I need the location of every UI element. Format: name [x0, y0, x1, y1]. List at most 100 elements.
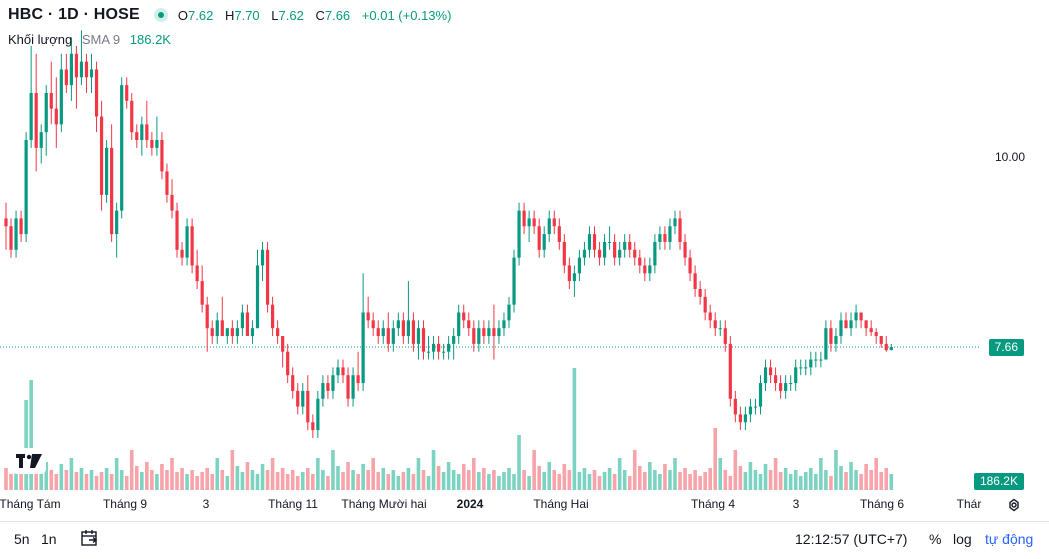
time-axis-label: Tháng Mười hai	[341, 497, 427, 511]
candle-body	[773, 375, 778, 384]
candle-body	[260, 249, 265, 266]
volume-bar	[235, 466, 240, 490]
volume-bar	[351, 470, 355, 490]
candle	[145, 100, 149, 148]
volume-bar	[597, 476, 602, 490]
volume-bar	[683, 468, 687, 490]
candle	[110, 124, 114, 242]
candle	[597, 241, 602, 266]
volume-bar	[869, 470, 873, 490]
volume-bar	[275, 472, 280, 490]
candle	[250, 320, 255, 344]
candle-body	[557, 226, 561, 242]
volume-bar	[844, 472, 848, 490]
candle-body	[160, 140, 164, 172]
candle-body	[884, 343, 888, 351]
candle	[673, 210, 677, 235]
volume-bar	[104, 468, 109, 490]
candle	[316, 390, 320, 438]
time-axis-label: 2024	[456, 497, 484, 511]
last-volume-tag: 186.2K	[973, 473, 1024, 490]
volume-bar	[713, 428, 718, 490]
candle	[270, 296, 275, 337]
candle-body	[758, 383, 763, 407]
candle	[693, 265, 697, 297]
candle	[477, 320, 481, 352]
candle-body	[296, 390, 300, 407]
volume-bar	[803, 472, 808, 490]
candle	[688, 249, 692, 282]
clock-timezone[interactable]: 12:12:57 (UTC+7)	[795, 531, 908, 547]
candle-body	[507, 304, 511, 321]
candle	[245, 304, 250, 337]
volume-bar	[9, 474, 13, 490]
open-label: O	[177, 7, 189, 23]
tradingview-logo-icon[interactable]	[12, 448, 46, 474]
candle	[49, 61, 53, 125]
time-axis-label: Tháng Tám	[0, 497, 61, 511]
candle	[884, 336, 888, 352]
candle	[748, 398, 753, 423]
range-5d-button[interactable]: 5n	[14, 531, 30, 547]
candle	[54, 77, 58, 148]
candle-body	[743, 414, 748, 423]
candle	[240, 304, 245, 337]
candle	[205, 296, 209, 352]
goto-date-icon[interactable]	[80, 528, 100, 548]
volume-bar	[391, 470, 396, 490]
candle	[532, 210, 536, 235]
volume-bar	[225, 476, 230, 490]
volume-bar	[487, 474, 491, 490]
candle	[869, 320, 873, 337]
candle-body	[748, 406, 753, 415]
volume-bar	[44, 462, 49, 490]
candle-body	[4, 218, 8, 227]
volume-bar	[170, 458, 174, 490]
candle	[723, 320, 727, 352]
volume-bar	[416, 458, 421, 490]
candle	[64, 53, 68, 93]
volume-bar	[557, 474, 562, 490]
candle	[321, 375, 325, 407]
candle-body	[829, 328, 833, 344]
volume-bar	[627, 476, 632, 490]
volume-bar	[230, 450, 235, 490]
volume-bar	[824, 470, 828, 490]
candle-body	[331, 375, 335, 391]
candle	[462, 304, 466, 329]
candle	[260, 241, 265, 282]
candle	[301, 383, 305, 415]
volume-bar	[4, 468, 8, 490]
candle	[34, 53, 38, 172]
percent-scale-button[interactable]: %	[929, 531, 942, 547]
volume-legend[interactable]: Khối lượng SMA 9 186.2K	[8, 32, 171, 47]
volume-bar	[773, 458, 778, 490]
volume-bar	[129, 450, 134, 490]
candle	[386, 312, 390, 352]
candle-body	[321, 383, 325, 399]
volume-bar	[366, 470, 370, 490]
log-scale-button[interactable]: log	[953, 531, 972, 547]
gear-icon[interactable]	[1005, 496, 1023, 514]
candle-body	[215, 320, 219, 337]
volume-bar	[668, 470, 672, 490]
candle	[14, 210, 18, 258]
volume-bar	[587, 474, 592, 490]
ohlc-values: O7.62 H7.70 L7.62 C7.66 +0.01 (+0.13%)	[178, 8, 452, 23]
candle-body	[562, 241, 566, 266]
candle	[743, 406, 748, 431]
volume-bar	[718, 458, 723, 490]
candle	[281, 336, 285, 368]
candle-body	[255, 265, 260, 329]
symbol-title[interactable]: HBC · 1D · HOSE	[8, 6, 140, 23]
range-1d-button[interactable]: 1n	[41, 531, 57, 547]
candle-body	[834, 336, 838, 344]
volume-bar	[24, 400, 28, 490]
candle	[255, 249, 260, 329]
candle-body	[864, 320, 868, 329]
candle	[135, 124, 139, 148]
candle	[814, 351, 818, 368]
auto-scale-button[interactable]: tự động	[985, 531, 1034, 547]
candle	[115, 202, 119, 258]
